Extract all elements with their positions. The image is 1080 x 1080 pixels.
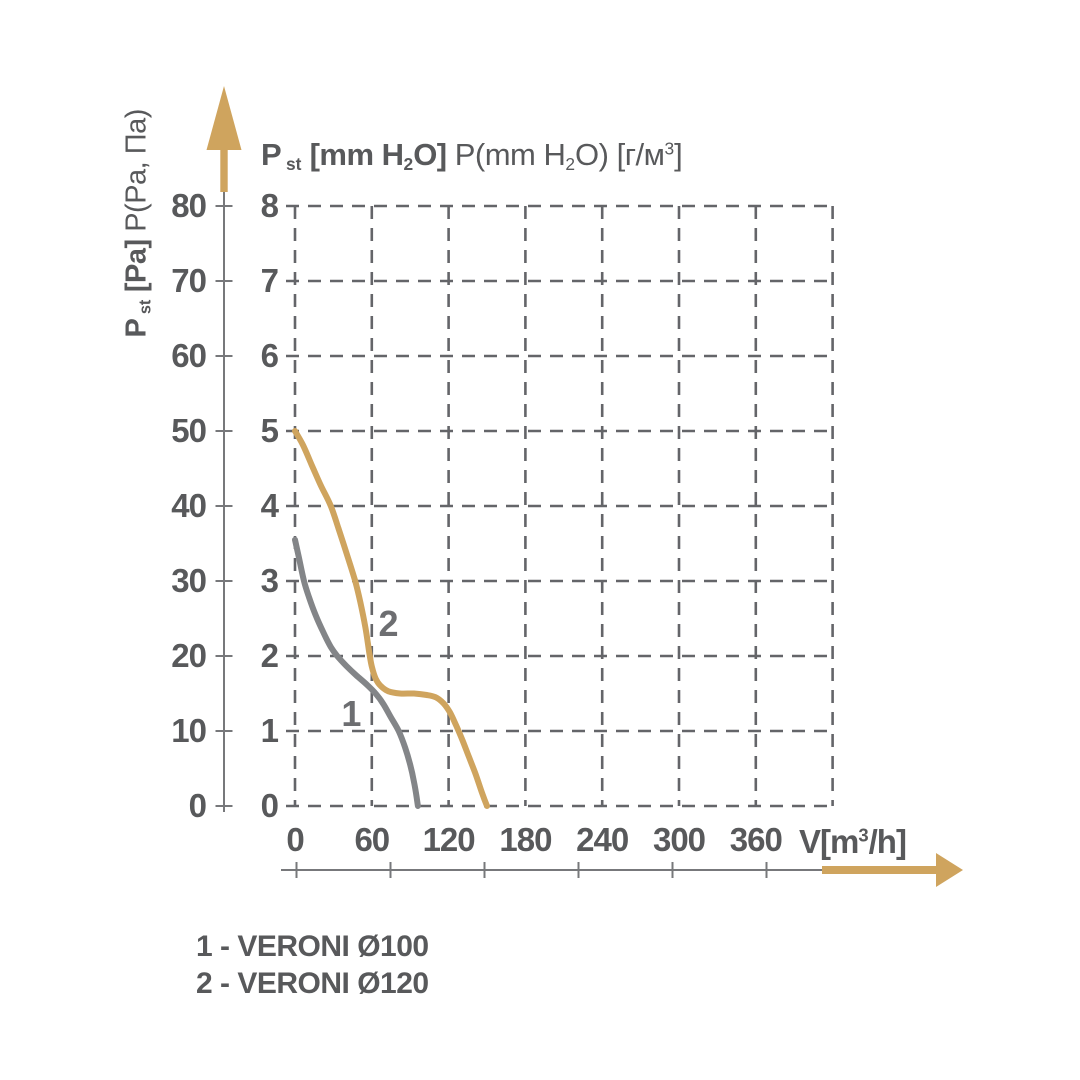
pa-tick-label-20: 20 [171, 637, 207, 674]
mm-tick-label-4: 4 [260, 487, 279, 524]
legend: 1 - VERONI Ø100 2 - VERONI Ø120 [196, 928, 429, 1002]
pa-tick-label-50: 50 [171, 412, 207, 449]
legend-item-veroni-100: 1 - VERONI Ø100 [196, 930, 429, 963]
pa-tick-label-30: 30 [171, 562, 207, 599]
text-segment: 2 [565, 153, 576, 174]
legend-item-veroni-120: 2 - VERONI Ø120 [196, 967, 429, 1000]
text-segment: st [136, 299, 155, 319]
x-tick-label-300: 300 [652, 821, 706, 858]
x-axis-arrow-icon [936, 853, 963, 887]
text-segment: 2 [403, 153, 414, 174]
pa-tick-label-10: 10 [171, 712, 207, 749]
y-axis-arrow-shaft [220, 146, 228, 192]
text-segment: ] [674, 137, 683, 172]
pa-tick-label-70: 70 [171, 262, 207, 299]
mm-tick-label-3: 3 [260, 562, 279, 599]
pa-tick-label-0: 0 [188, 787, 207, 824]
text-segment: V[m [799, 823, 859, 860]
mm-tick-label-0: 0 [260, 787, 279, 824]
inner-axis-title-regular: P(mm H2O) [г/м3] [446, 137, 683, 174]
x-axis-arrow-shaft [822, 866, 938, 874]
curve-label-2: 2 [378, 602, 399, 644]
mm-tick-label-8: 8 [260, 187, 279, 224]
text-segment: 3 [664, 138, 675, 159]
mm-tick-label-7: 7 [260, 262, 279, 299]
x-tick-label-0: 0 [286, 821, 304, 858]
mm-tick-label-5: 5 [260, 412, 279, 449]
mm-tick-label-2: 2 [260, 637, 279, 674]
y-axis-arrow-icon [206, 86, 242, 150]
pa-tick-label-80: 80 [171, 187, 207, 224]
x-tick-label-240: 240 [576, 821, 629, 858]
x-tick-label-360: 360 [729, 821, 783, 858]
curve-label-1: 1 [341, 692, 362, 734]
text-segment: O) [г/м [575, 137, 665, 172]
text-segment: P [261, 137, 282, 172]
x-axis-unit-label: V[m3/h] [799, 823, 907, 861]
text-segment: [mm H [301, 137, 404, 172]
pa-tick-label-40: 40 [171, 487, 207, 524]
inner-axis-title: P st [mm H2O] P(mm H2O) [г/м3] [261, 137, 683, 175]
curve-veroni-120 [292, 428, 490, 809]
x-tick-label-180: 180 [499, 821, 552, 858]
curve-veroni-100 [292, 536, 421, 809]
inner-axis-title-bold: P st [mm H2O] [261, 137, 447, 174]
mm-tick-label-6: 6 [260, 337, 279, 374]
text-segment: O] [413, 137, 447, 172]
text-segment: /h] [868, 823, 907, 860]
text-segment: P(mm H [446, 137, 566, 172]
pa-tick-label-60: 60 [171, 337, 207, 374]
text-segment: st [281, 153, 302, 174]
x-tick-label-60: 60 [354, 821, 390, 858]
y-axis-title: P st [Pa] P(Pa, Па) [121, 92, 156, 354]
x-tick-label-120: 120 [422, 821, 476, 858]
mm-tick-label-1: 1 [260, 712, 279, 749]
text-segment: 3 [858, 824, 869, 846]
text-segment: P [120, 318, 153, 338]
